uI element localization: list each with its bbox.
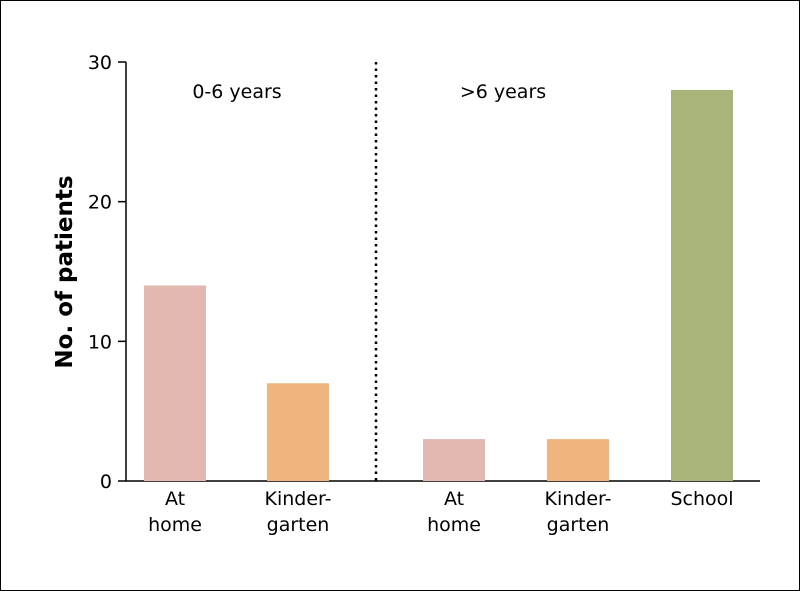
bar xyxy=(423,439,485,481)
bar xyxy=(547,439,609,481)
category-label: garten xyxy=(547,514,610,536)
category-label: Kinder- xyxy=(265,488,332,510)
category-label: Kinder- xyxy=(545,488,612,510)
y-tick-label: 10 xyxy=(88,331,112,353)
bar xyxy=(671,89,733,481)
bars xyxy=(144,89,733,481)
group-labels: 0-6 years >6 years xyxy=(192,81,546,103)
y-tick-label: 30 xyxy=(88,52,112,74)
category-label: At xyxy=(444,488,464,510)
bar xyxy=(144,285,206,481)
group-label: >6 years xyxy=(460,81,546,103)
category-label: School xyxy=(670,488,733,510)
category-label: home xyxy=(427,514,481,536)
y-ticks: 0 10 20 30 xyxy=(88,52,126,493)
category-label: At xyxy=(165,488,185,510)
axes xyxy=(125,62,760,482)
bar xyxy=(267,383,329,481)
y-axis-title: No. of patients xyxy=(52,175,78,368)
y-tick-label: 20 xyxy=(88,192,112,214)
y-tick-label: 0 xyxy=(100,471,112,493)
category-label: home xyxy=(148,514,202,536)
category-labels: At home Kinder-garten At home Kinder-garten Sc… xyxy=(148,488,733,536)
group-label: 0-6 years xyxy=(192,81,281,103)
category-label: garten xyxy=(267,514,330,536)
